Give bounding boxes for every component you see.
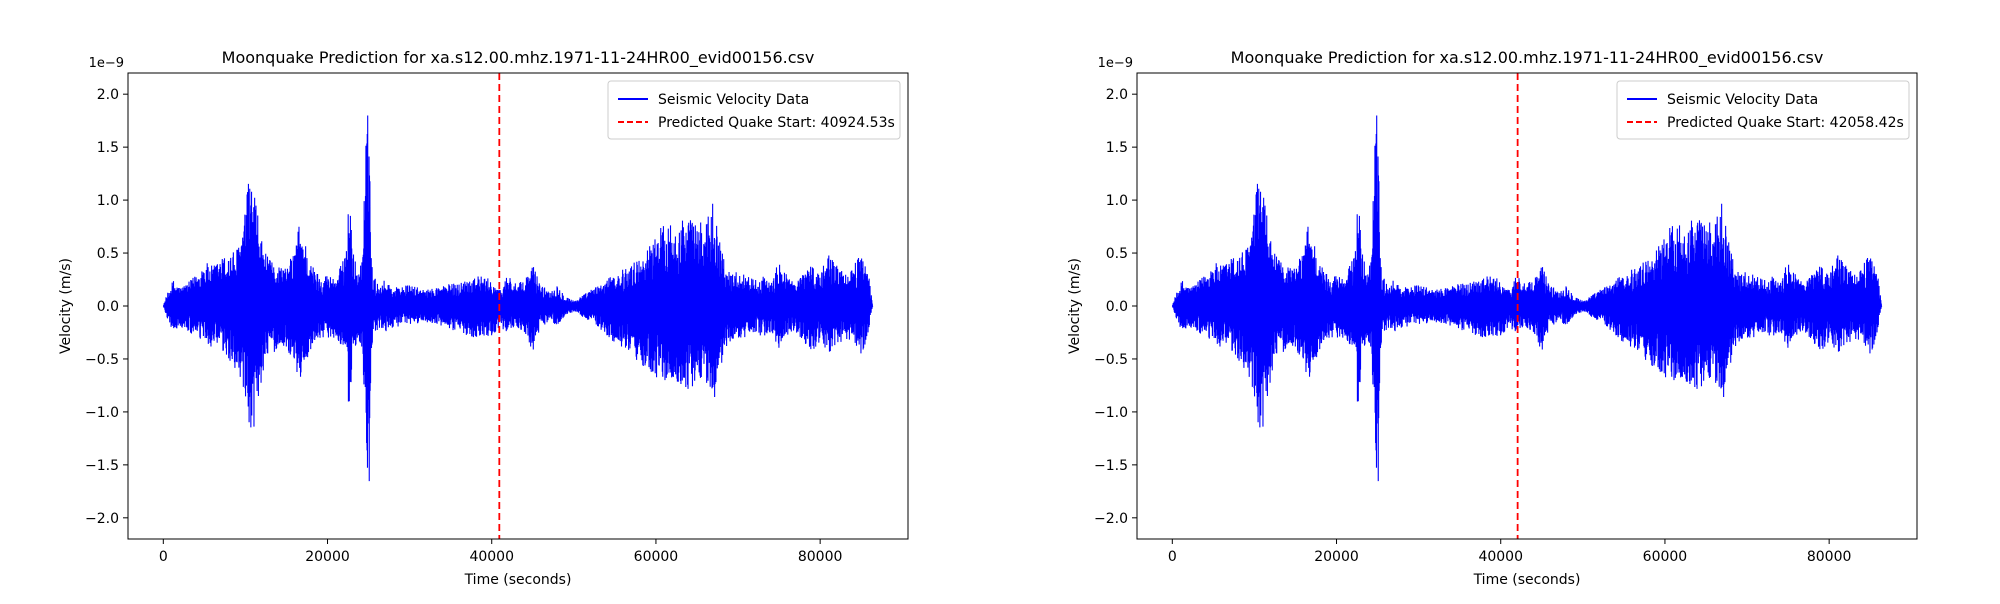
legend-label-prediction: Predicted Quake Start: 42058.42s bbox=[1667, 115, 1904, 131]
y-tick-label: −1.0 bbox=[85, 405, 119, 421]
y-tick-label: 1.5 bbox=[1106, 140, 1128, 156]
y-axis-offset-label: 1e−9 bbox=[1098, 56, 1133, 71]
x-tick-label: 0 bbox=[1168, 549, 1177, 565]
x-tick-label: 80000 bbox=[798, 549, 843, 565]
x-tick-label: 80000 bbox=[1807, 549, 1852, 565]
legend-label-seismic: Seismic Velocity Data bbox=[658, 92, 809, 108]
legend-label-prediction: Predicted Quake Start: 40924.53s bbox=[658, 115, 895, 131]
chart-title: Moonquake Prediction for xa.s12.00.mhz.1… bbox=[222, 48, 815, 68]
series-line-seismic-velocity bbox=[1171, 115, 1883, 482]
y-tick-label: 2.0 bbox=[1106, 87, 1128, 103]
chart-1: Moonquake Prediction for xa.s12.00.mhz.1… bbox=[58, 48, 909, 588]
x-tick-label: 20000 bbox=[1314, 549, 1359, 565]
y-tick-label: 1.0 bbox=[97, 193, 119, 209]
x-tick-label: 20000 bbox=[305, 549, 350, 565]
chart-2: Moonquake Prediction for xa.s12.00.mhz.1… bbox=[1067, 48, 1918, 588]
x-tick-label: 40000 bbox=[469, 549, 514, 565]
plot-frame bbox=[127, 72, 909, 540]
y-tick-label: 0.5 bbox=[1106, 246, 1128, 262]
legend-label-seismic: Seismic Velocity Data bbox=[1667, 92, 1818, 108]
y-axis-label: Velocity (m/s) bbox=[58, 258, 74, 354]
y-tick-label: 1.5 bbox=[97, 140, 119, 156]
y-tick-label: 2.0 bbox=[97, 87, 119, 103]
plot-frame bbox=[1136, 72, 1918, 540]
y-tick-label: 1.0 bbox=[1106, 193, 1128, 209]
y-tick-label: −2.0 bbox=[1094, 511, 1128, 527]
y-tick-label: −1.5 bbox=[1094, 458, 1128, 474]
chart-title: Moonquake Prediction for xa.s12.00.mhz.1… bbox=[1231, 48, 1824, 68]
x-tick-label: 60000 bbox=[634, 549, 679, 565]
y-tick-label: −0.5 bbox=[85, 352, 119, 368]
series-line-seismic-velocity bbox=[162, 115, 874, 482]
y-tick-label: −0.5 bbox=[1094, 352, 1128, 368]
legend: Seismic Velocity Data Predicted Quake Sta… bbox=[607, 80, 901, 140]
y-axis-label: Velocity (m/s) bbox=[1067, 258, 1083, 354]
x-axis-label: Time (seconds) bbox=[464, 572, 572, 588]
y-tick-label: 0.5 bbox=[97, 246, 119, 262]
legend-box bbox=[1616, 80, 1910, 140]
x-tick-label: 60000 bbox=[1643, 549, 1688, 565]
legend: Seismic Velocity Data Predicted Quake Sta… bbox=[1616, 80, 1910, 140]
x-tick-label: 40000 bbox=[1478, 549, 1523, 565]
y-axis-offset-label: 1e−9 bbox=[89, 56, 124, 71]
y-tick-label: 0.0 bbox=[97, 299, 119, 315]
legend-box bbox=[607, 80, 901, 140]
y-tick-label: −1.0 bbox=[1094, 405, 1128, 421]
x-tick-label: 0 bbox=[159, 549, 168, 565]
x-axis-label: Time (seconds) bbox=[1473, 572, 1581, 588]
y-tick-label: −1.5 bbox=[85, 458, 119, 474]
y-tick-label: −2.0 bbox=[85, 511, 119, 527]
y-tick-label: 0.0 bbox=[1106, 299, 1128, 315]
